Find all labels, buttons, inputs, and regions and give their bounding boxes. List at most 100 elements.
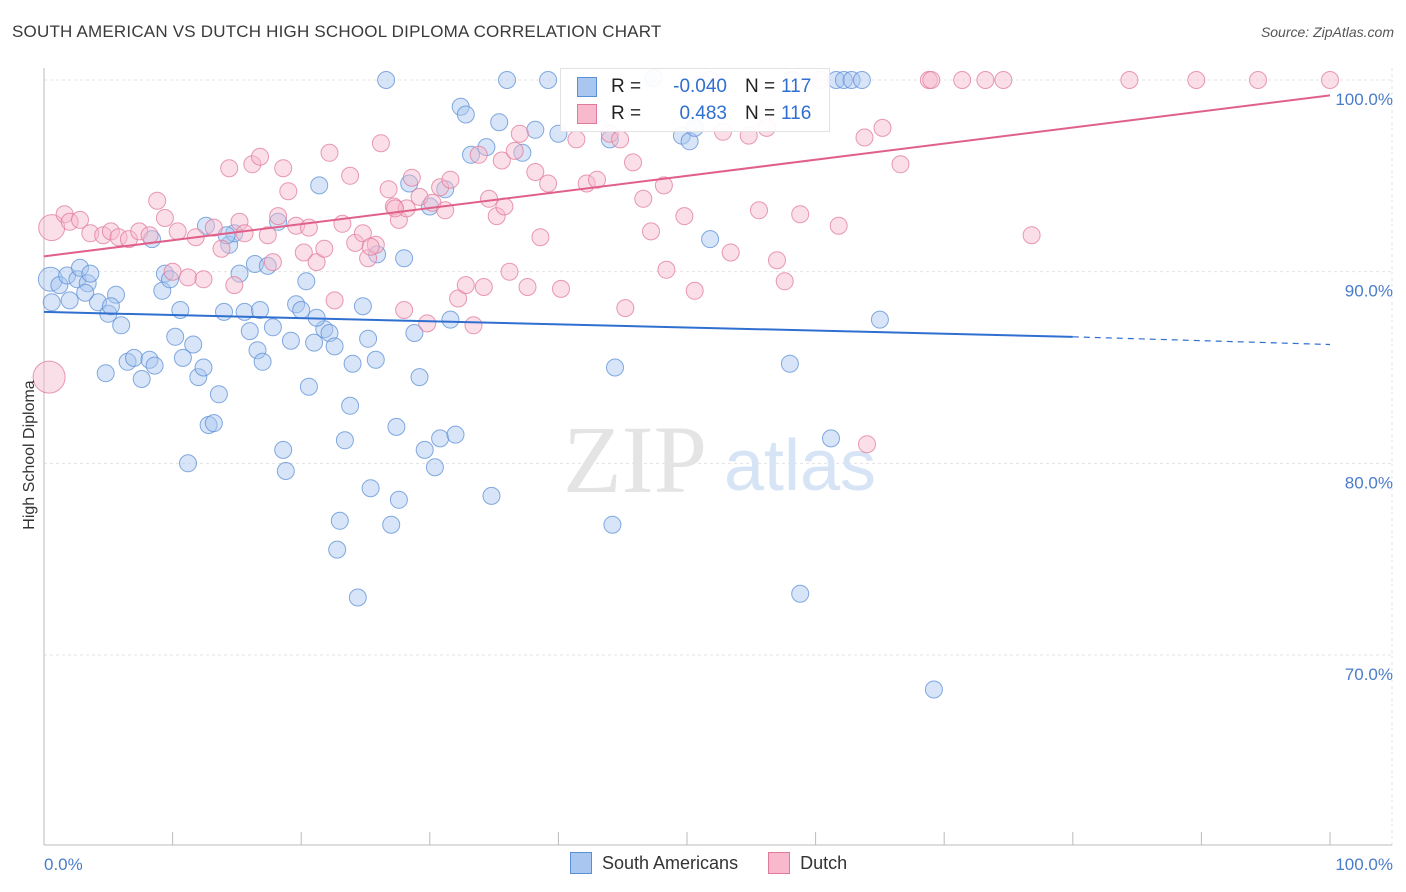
dutch-point <box>634 189 653 208</box>
south-american-point <box>477 138 496 157</box>
dutch-point <box>220 159 239 178</box>
dutch-point <box>469 145 488 164</box>
legend-swatch-pink <box>577 104 597 124</box>
legend-series: South Americans Dutch <box>570 852 877 874</box>
south-american-point <box>305 333 324 352</box>
x-tick-label: 0.0% <box>44 855 83 874</box>
south-american-point <box>140 350 159 369</box>
dutch-point <box>230 212 249 231</box>
dutch-point <box>624 153 642 172</box>
dutch-point <box>492 151 511 170</box>
dutch-point <box>320 143 339 162</box>
dutch-point <box>552 279 570 298</box>
south-american-point <box>50 276 69 295</box>
dutch-point <box>567 130 586 149</box>
south-american-point <box>359 329 378 348</box>
dutch-point <box>371 134 390 153</box>
south-american-point <box>341 396 360 415</box>
dutch-point <box>721 243 740 262</box>
south-american-point <box>852 71 871 89</box>
dutch-point <box>119 230 138 249</box>
south-american-point <box>230 264 249 283</box>
south-american-point <box>482 486 501 505</box>
south-american-point <box>382 515 401 534</box>
dutch-point <box>307 253 326 272</box>
south-american-point <box>173 348 192 367</box>
x-tick-label: 100.0% <box>1335 855 1393 874</box>
south-american-point <box>76 283 95 302</box>
dutch-point <box>1249 71 1267 89</box>
dutch-point <box>505 141 524 160</box>
dutch-point <box>346 233 365 252</box>
south-american-point <box>328 540 347 559</box>
legend-r-value: 0.483 <box>679 103 727 124</box>
dutch-point <box>163 262 182 281</box>
dutch-point <box>855 128 874 147</box>
dutch-point <box>953 71 972 89</box>
legend-swatch-pink <box>768 852 791 874</box>
dutch-point <box>179 268 197 287</box>
dutch-point <box>279 182 298 201</box>
south-american-point <box>441 310 460 329</box>
south-american-point <box>389 490 408 509</box>
dutch-point <box>642 222 660 241</box>
dutch-point <box>654 176 673 195</box>
south-american-point <box>281 331 300 350</box>
dutch-point <box>775 272 794 291</box>
dutch-point <box>436 201 455 220</box>
south-american-point <box>368 245 387 264</box>
y-tick-label: 70.0% <box>1345 665 1393 684</box>
south-american-point <box>606 358 624 377</box>
legend-n-label: N = <box>745 103 776 124</box>
watermark-zip: ZIP <box>563 406 707 513</box>
dutch-point <box>829 216 848 235</box>
dutch-point <box>495 197 514 216</box>
dutch-point <box>526 163 545 181</box>
legend-n-value: 117 <box>781 76 812 97</box>
dutch-point <box>500 262 519 281</box>
watermark-atlas: atlas <box>724 426 876 506</box>
south-american-point <box>446 425 465 444</box>
south-american-point <box>366 350 385 369</box>
dutch-point <box>657 260 676 279</box>
dutch-point <box>1120 71 1139 89</box>
dutch-point <box>750 201 768 220</box>
south-american-point <box>60 291 79 310</box>
south-american-point <box>870 310 889 329</box>
dutch-point <box>194 270 213 289</box>
south-american-point <box>96 364 115 383</box>
dutch-point <box>510 124 529 143</box>
dutch-point <box>212 239 231 258</box>
south-american-point <box>330 511 349 530</box>
y-axis-label: High School Diploma <box>21 380 38 530</box>
dutch-point <box>994 71 1013 89</box>
dutch-point <box>294 243 313 262</box>
dutch-point <box>791 205 810 224</box>
south-american-point <box>822 429 840 448</box>
legend-stats: R = -0.040 N = 117 R = 0.483 N = 116 <box>560 68 830 132</box>
south-american-trendline <box>43 310 1073 338</box>
legend-r-label: R = <box>611 103 642 124</box>
legend-item-dutch[interactable]: Dutch <box>768 852 847 874</box>
south-american-point <box>395 249 414 268</box>
dutch-point <box>449 289 468 308</box>
south-american-point <box>71 258 89 277</box>
south-american-point <box>320 324 339 342</box>
dutch-point <box>922 71 941 89</box>
dutch-point <box>269 207 288 226</box>
south-american-point <box>37 266 63 292</box>
south-american-point <box>361 479 380 498</box>
dutch-point <box>379 180 398 199</box>
south-american-point <box>215 302 233 321</box>
dutch-point <box>487 207 506 226</box>
dutch-point <box>611 130 630 149</box>
dutch-point <box>263 253 282 272</box>
dutch-point <box>873 118 892 137</box>
legend-row-dutch: R = 0.483 N = 116 <box>577 102 811 126</box>
legend-item-south-americans[interactable]: South Americans <box>570 852 738 874</box>
dutch-point <box>1321 71 1339 89</box>
dutch-point <box>539 174 558 193</box>
dutch-point <box>588 170 606 189</box>
dutch-point <box>251 147 269 166</box>
